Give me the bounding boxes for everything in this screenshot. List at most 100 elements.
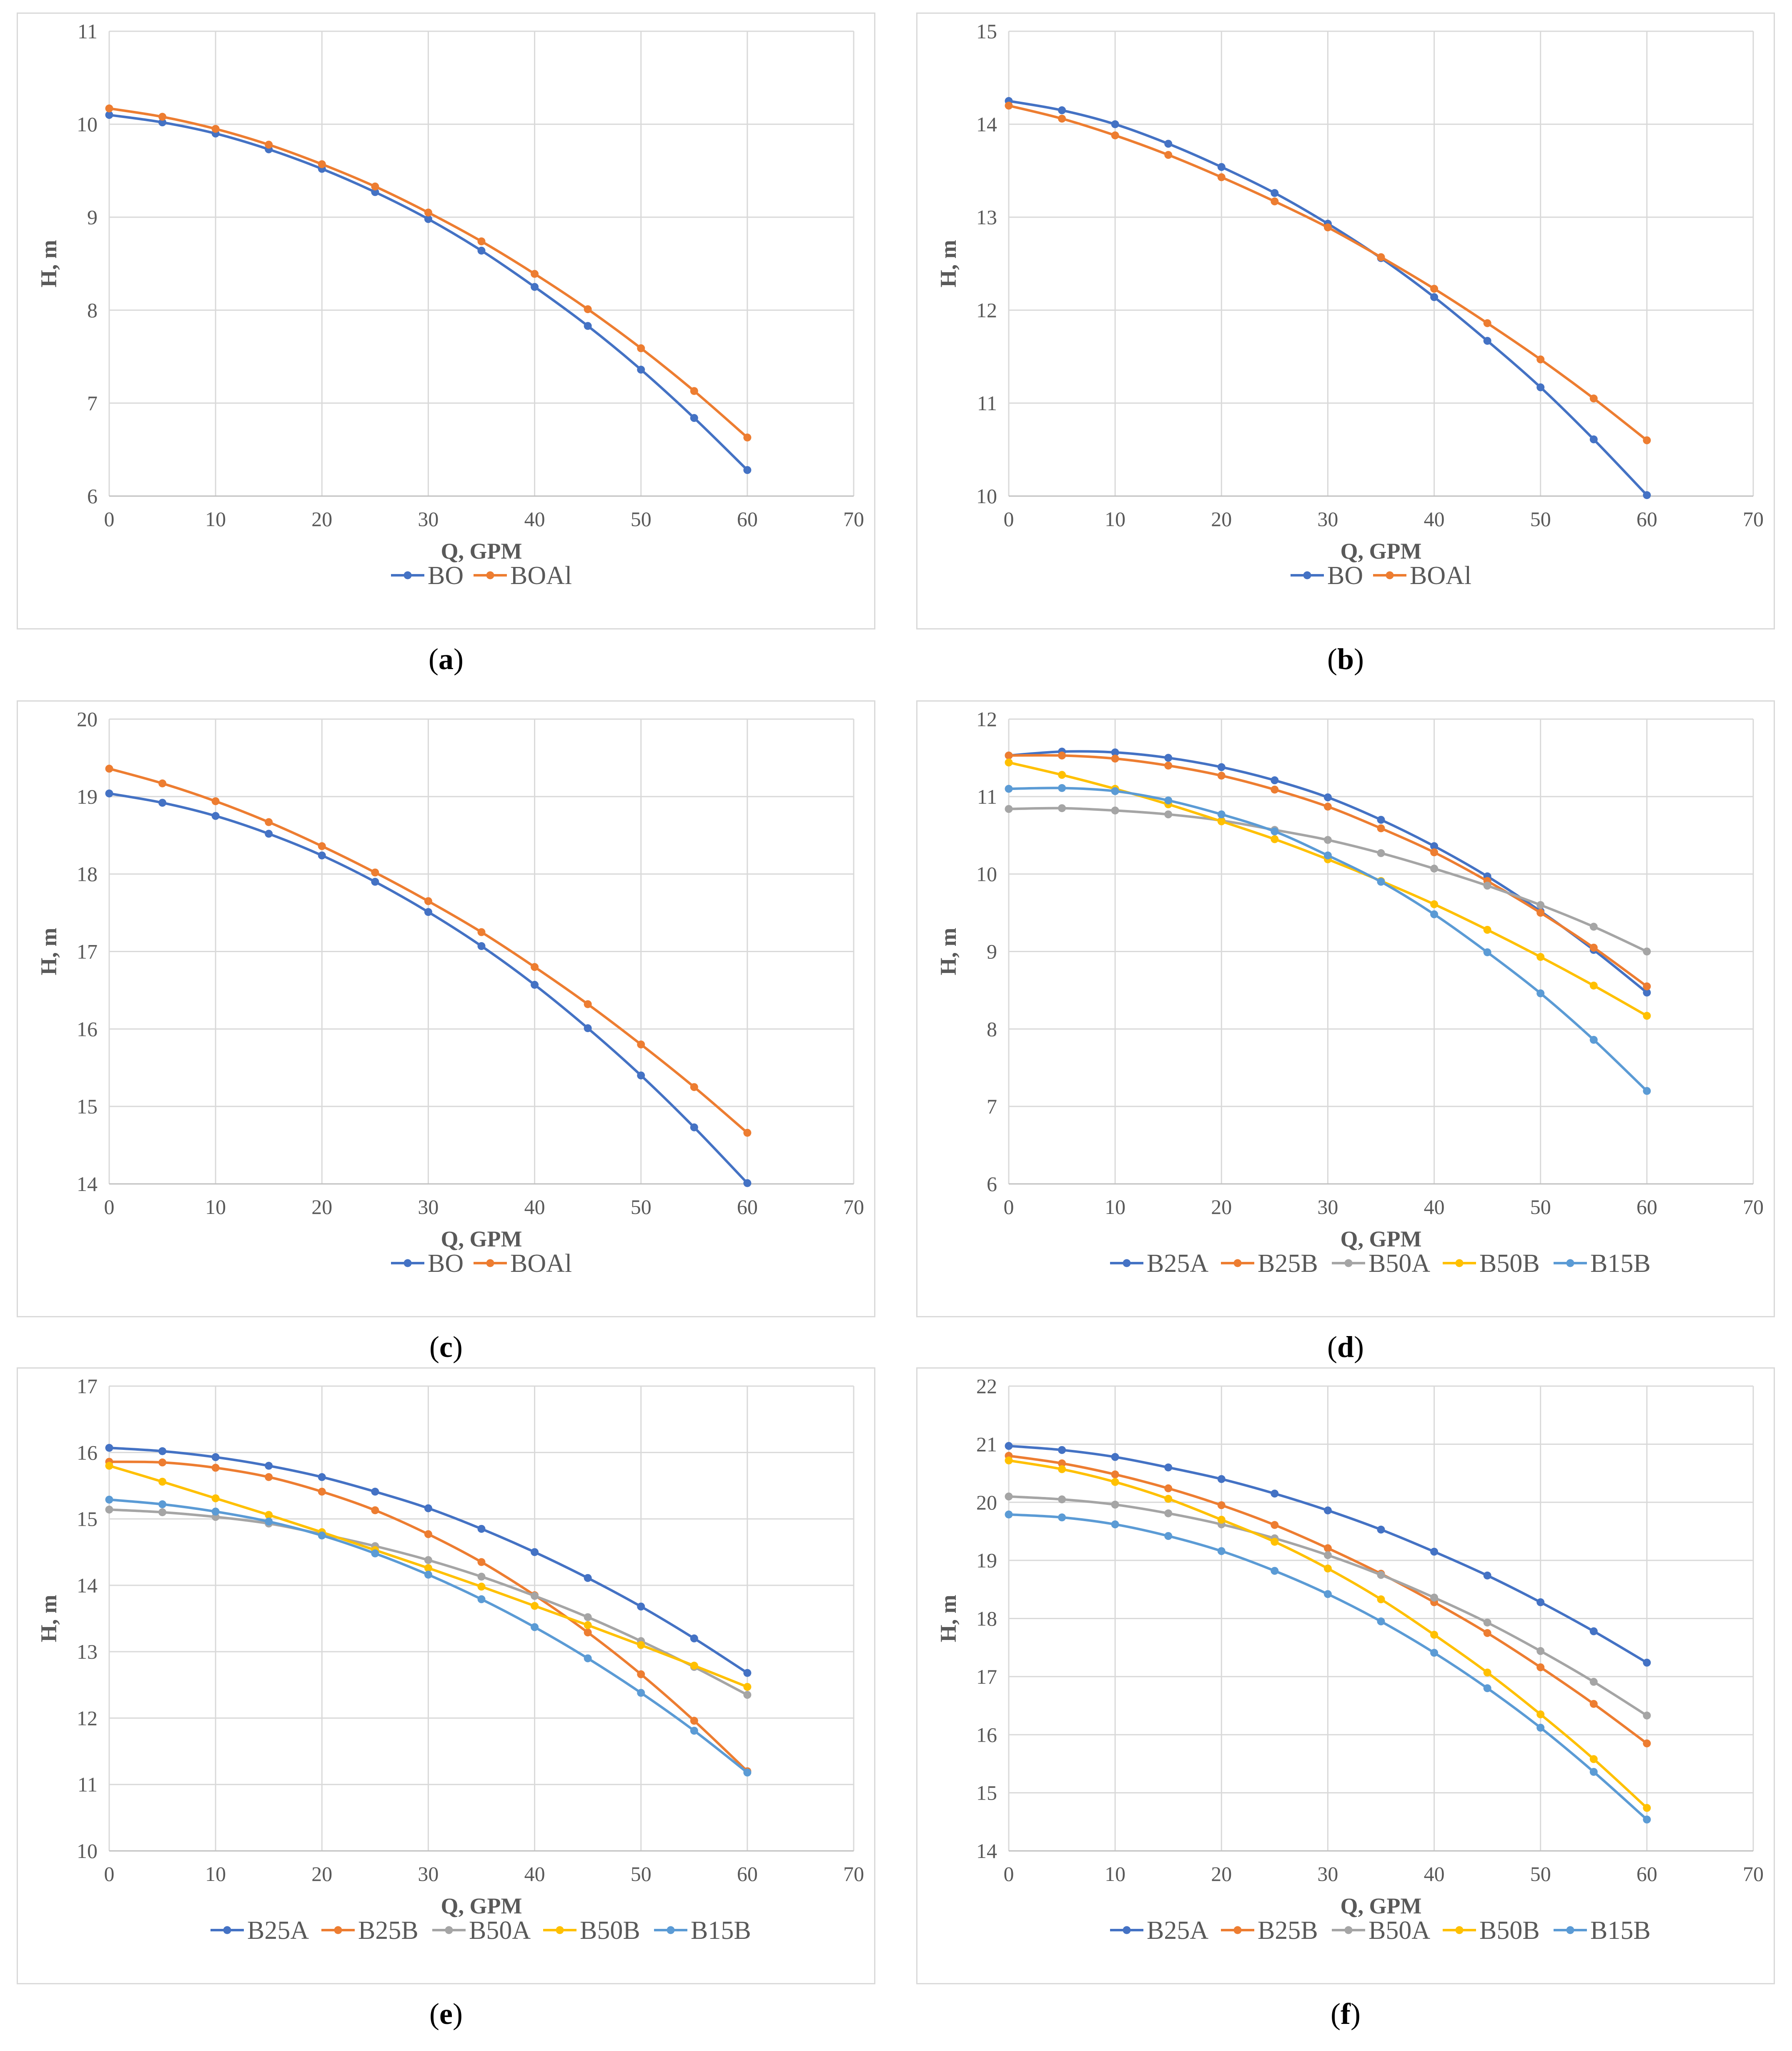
data-point-b50a xyxy=(584,1613,592,1621)
legend-marker-bo xyxy=(1303,571,1311,579)
x-tick-label: 20 xyxy=(1211,1862,1232,1886)
x-tick-label: 50 xyxy=(1530,1862,1551,1886)
x-axis-title: Q, GPM xyxy=(441,1893,522,1918)
data-point-bo xyxy=(1483,337,1491,345)
x-tick-label: 10 xyxy=(205,1195,226,1219)
y-tick-label: 14 xyxy=(77,1574,98,1597)
data-point-boal xyxy=(105,104,113,113)
data-point-b15b xyxy=(1430,910,1439,918)
data-point-b50a xyxy=(1323,1551,1332,1560)
x-tick-label: 0 xyxy=(1004,1862,1014,1886)
data-point-b50b xyxy=(1536,1710,1545,1718)
data-point-b15b xyxy=(1589,1768,1598,1776)
data-point-b50a xyxy=(531,1592,539,1600)
y-tick-label: 8 xyxy=(87,298,98,322)
data-point-b50b xyxy=(1111,1478,1119,1486)
data-point-b50a xyxy=(1430,865,1439,873)
data-point-b25b xyxy=(1536,909,1545,917)
data-point-b50a xyxy=(105,1505,113,1514)
data-point-boal xyxy=(1058,115,1066,123)
data-point-bo xyxy=(1589,435,1598,444)
data-point-b15b xyxy=(1323,1590,1332,1598)
data-point-bo xyxy=(584,322,592,330)
y-tick-label: 7 xyxy=(987,1095,997,1118)
data-point-b25b xyxy=(637,1670,645,1678)
data-point-b50a xyxy=(1005,805,1013,813)
y-tick-label: 19 xyxy=(77,785,98,808)
data-point-b50a xyxy=(424,1556,432,1564)
data-point-bo xyxy=(1430,293,1439,301)
data-point-boal xyxy=(477,237,486,246)
y-tick-label: 18 xyxy=(976,1607,997,1630)
y-tick-label: 16 xyxy=(976,1723,997,1746)
data-point-bo xyxy=(105,789,113,797)
y-tick-label: 12 xyxy=(976,298,997,322)
data-point-b25b xyxy=(265,1473,273,1481)
data-point-b25a xyxy=(477,1524,486,1533)
legend-label-boal: BOAl xyxy=(1410,562,1471,590)
data-point-bo xyxy=(1111,120,1119,128)
data-point-b15b xyxy=(1271,1567,1279,1575)
legend-label-b25b: B25B xyxy=(358,1916,419,1945)
data-point-b25b xyxy=(1377,824,1385,832)
data-point-b25a xyxy=(1377,816,1385,824)
data-point-b15b xyxy=(424,1570,432,1579)
data-point-bo xyxy=(158,799,167,807)
data-point-b25b xyxy=(1111,1470,1119,1479)
data-point-b50a xyxy=(1111,806,1119,815)
x-tick-label: 70 xyxy=(1743,507,1764,531)
x-tick-label: 60 xyxy=(1637,507,1657,531)
legend: B25A B25B B50A B50B B15B xyxy=(1110,1916,1651,1945)
data-point-b50b xyxy=(105,1462,113,1470)
x-tick-label: 40 xyxy=(1424,1862,1445,1886)
legend-marker-b25b xyxy=(334,1926,342,1934)
data-point-b25a xyxy=(1005,1442,1013,1450)
data-point-b50a xyxy=(1058,804,1066,812)
data-point-b15b xyxy=(1589,1036,1598,1044)
data-point-b50a xyxy=(1005,1492,1013,1501)
legend-marker-boal xyxy=(486,1259,494,1267)
data-point-b50a xyxy=(1536,901,1545,909)
y-tick-label: 13 xyxy=(976,206,997,229)
y-tick-label: 20 xyxy=(976,1491,997,1514)
data-point-b15b xyxy=(1483,1684,1491,1692)
y-axis-title: H, m xyxy=(36,1595,61,1642)
y-tick-label: 18 xyxy=(77,863,98,886)
y-tick-label: 6 xyxy=(987,1172,997,1196)
data-point-bo xyxy=(584,1024,592,1032)
data-point-b50b xyxy=(1589,981,1598,990)
data-point-b25a xyxy=(1643,1658,1651,1667)
legend-label-b15b: B15B xyxy=(691,1916,751,1945)
data-point-b25b xyxy=(1323,802,1332,811)
data-point-b15b xyxy=(158,1500,167,1509)
data-point-boal xyxy=(637,344,645,352)
data-point-b50b xyxy=(1217,817,1226,825)
x-tick-label: 60 xyxy=(737,1195,758,1219)
legend-marker-boal xyxy=(1386,571,1394,579)
data-point-boal xyxy=(158,113,167,121)
data-point-boal xyxy=(211,797,220,805)
x-tick-label: 20 xyxy=(311,507,332,531)
x-axis-title: Q, GPM xyxy=(1341,1226,1422,1251)
chart-panel-b: 10 11 12 13 14 15 0 10 20 30 40 50 60 70 Q, GPM H, m BO B… xyxy=(916,13,1775,696)
chart-c: 14 15 16 17 18 19 20 0 10 20 30 40 50 60 70 Q, GPM H, m B… xyxy=(36,707,864,1278)
data-point-boal xyxy=(158,779,167,787)
data-point-b25a xyxy=(1430,842,1439,850)
data-point-b15b xyxy=(584,1654,592,1662)
data-point-bo xyxy=(637,1071,645,1080)
y-tick-label: 11 xyxy=(78,20,98,43)
x-tick-label: 10 xyxy=(1105,1195,1125,1219)
x-tick-label: 0 xyxy=(1004,507,1014,531)
data-point-boal xyxy=(265,818,273,826)
data-point-boal xyxy=(477,928,486,936)
data-point-b15b xyxy=(1058,784,1066,792)
data-point-b50b xyxy=(1164,1494,1173,1503)
chart-panel-d: 6 7 8 9 10 11 12 0 10 20 30 40 50 60 70 Q, GPM H, m B25A B… xyxy=(916,700,1775,1384)
data-point-b15b xyxy=(1536,1724,1545,1732)
data-point-b25b xyxy=(1217,772,1226,780)
data-point-b15b xyxy=(1643,1087,1651,1095)
data-point-b50b xyxy=(1005,758,1013,767)
data-point-b50a xyxy=(1483,882,1491,890)
data-point-bo xyxy=(371,878,379,886)
legend-marker-b15b xyxy=(1566,1926,1574,1934)
